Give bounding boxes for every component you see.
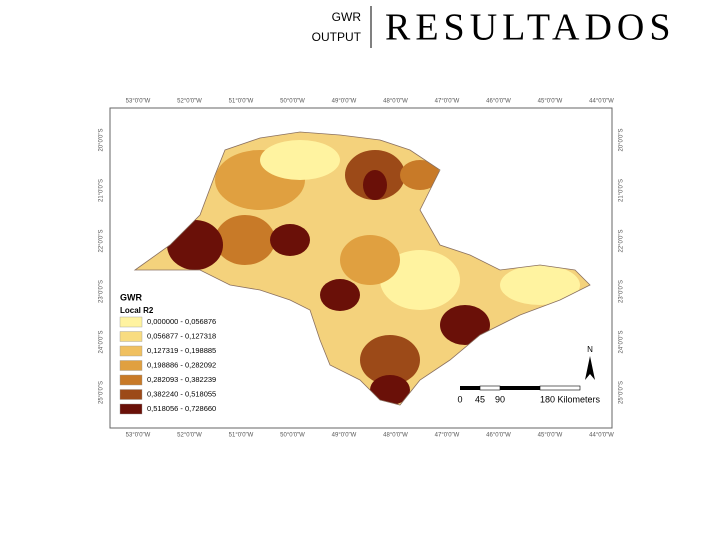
latitude-label: 21°0'0"S	[619, 179, 625, 202]
legend-label: 0,056877 - 0,127318	[147, 331, 216, 340]
longitude-label: 51°0'0"W	[229, 433, 254, 439]
longitude-label: 46°0'0"W	[486, 433, 511, 439]
legend-swatch	[119, 374, 143, 386]
legend-swatch	[119, 389, 143, 400]
north-arrow	[585, 356, 595, 380]
longitude-label: 47°0'0"W	[435, 433, 460, 439]
longitude-label: 48°0'0"W	[383, 433, 408, 439]
latitude-label: 22°0'0"S	[619, 229, 625, 252]
legend-label: 0,282093 - 0,382239	[147, 375, 216, 384]
state-outline	[133, 131, 591, 406]
legend-swatch	[119, 345, 143, 357]
legend-swatch	[119, 331, 143, 342]
longitude-label: 50°0'0"W	[280, 99, 305, 105]
latitude-label: 24°0'0"S	[99, 330, 105, 353]
longitude-label: 51°0'0"W	[229, 99, 254, 105]
latitude-label: 25°0'0"S	[99, 381, 105, 404]
latitude-label: 24°0'0"S	[619, 330, 625, 353]
longitude-label: 44°0'0"W	[589, 99, 614, 105]
legend-swatch	[119, 360, 143, 371]
longitude-label: 46°0'0"W	[486, 99, 511, 105]
legend-swatch	[119, 316, 143, 328]
longitude-label: 53°0'0"W	[126, 433, 151, 439]
slide-title: RESULTADOS	[385, 7, 676, 49]
legend-label: 0,382240 - 0,518055	[147, 389, 216, 398]
longitude-label: 47°0'0"W	[435, 99, 460, 105]
latitude-label: 20°0'0"S	[619, 128, 625, 151]
legend-label: 0,000000 - 0,056876	[147, 317, 216, 326]
legend-label: 0,518056 - 0,728660	[147, 404, 216, 413]
latitude-label: 22°0'0"S	[99, 229, 105, 252]
longitude-label: 48°0'0"W	[383, 99, 408, 105]
legend-swatch	[119, 403, 143, 415]
scale-label: 180 Kilometers	[540, 394, 601, 404]
longitude-label: 45°0'0"W	[538, 99, 563, 105]
longitude-label: 49°0'0"W	[332, 99, 357, 105]
latitude-label: 21°0'0"S	[99, 179, 105, 202]
scale-label: 45	[475, 394, 485, 404]
legend-label: 0,127319 - 0,198885	[147, 346, 216, 355]
longitude-label: 52°0'0"W	[177, 433, 202, 439]
latitude-label: 20°0'0"S	[99, 128, 105, 151]
longitude-label: 52°0'0"W	[177, 99, 202, 105]
legend-subtitle: Local R2	[120, 306, 154, 315]
latitude-label: 23°0'0"S	[619, 280, 625, 303]
longitude-label: 45°0'0"W	[538, 433, 563, 439]
header-label: OUTPUT	[312, 30, 362, 44]
legend-label: 0,198886 - 0,282092	[147, 360, 216, 369]
scale-label: 90	[495, 394, 505, 404]
north-label: N	[587, 345, 593, 354]
latitude-label: 23°0'0"S	[99, 280, 105, 303]
longitude-label: 50°0'0"W	[280, 433, 305, 439]
longitude-label: 44°0'0"W	[589, 433, 614, 439]
header-label: GWR	[332, 10, 362, 24]
scale-bar	[460, 385, 581, 391]
scale-label: 0	[457, 394, 462, 404]
latitude-label: 25°0'0"S	[619, 381, 625, 404]
longitude-label: 53°0'0"W	[126, 99, 151, 105]
legend-title: GWR	[120, 292, 142, 302]
longitude-label: 49°0'0"W	[332, 433, 357, 439]
